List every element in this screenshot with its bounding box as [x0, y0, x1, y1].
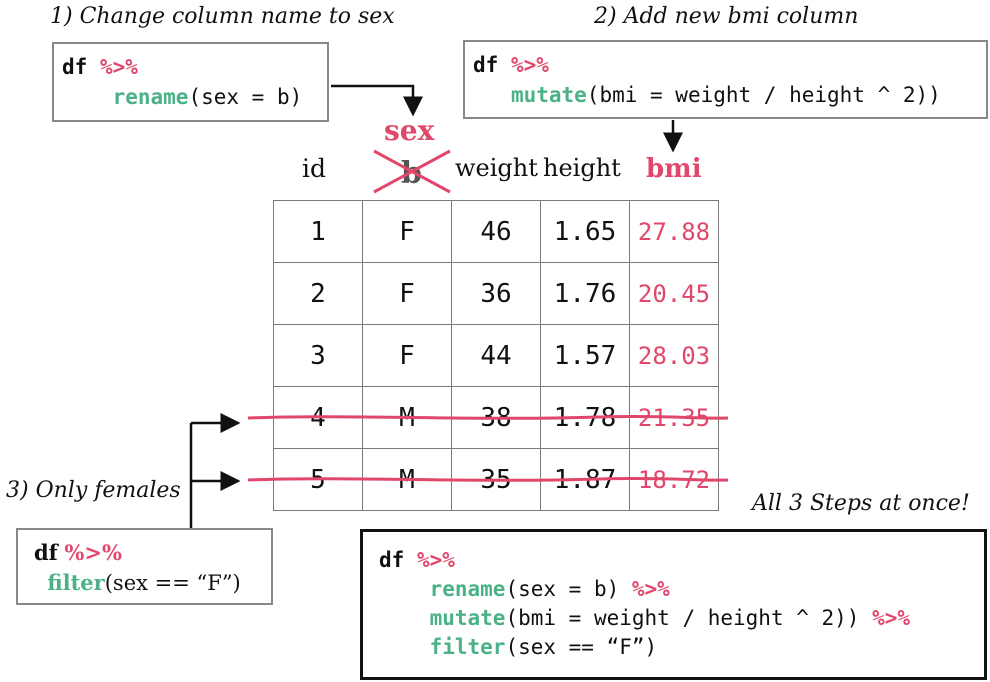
cell-id: 1 — [273, 200, 363, 263]
combined-filter-args: (sex == “F”) — [505, 635, 658, 659]
header-id: id — [302, 154, 326, 183]
step3-args: (sex == “F”) — [104, 571, 241, 595]
step2-code-line2: mutate(bmi = weight / height ^ 2)) — [473, 80, 986, 110]
step1-code-line1: df %>% — [62, 52, 327, 82]
step1-args: (sex = b) — [188, 85, 303, 109]
step2-args: (bmi = weight / height ^ 2)) — [586, 83, 941, 107]
combined-pipe-2: %>% — [631, 577, 670, 601]
combined-rename-fn: rename — [429, 577, 506, 601]
cell-id: 2 — [273, 262, 363, 325]
cell-id: 3 — [273, 324, 363, 387]
step1-df: df — [62, 55, 88, 79]
cell-height: 1.65 — [540, 200, 630, 263]
cell-sex: F — [362, 262, 452, 325]
step1-pipe: %>% — [99, 55, 138, 79]
table-row: 3 F 44 1.57 28.03 — [273, 324, 719, 387]
combined-mutate-args: (bmi = weight / height ^ 2)) — [505, 606, 873, 630]
step2-pipe: %>% — [510, 53, 549, 77]
header-height: height — [543, 154, 621, 182]
combined-pipe-1: %>% — [416, 548, 455, 572]
header-old-b: b — [401, 156, 422, 191]
header-bmi: bmi — [646, 154, 702, 184]
step2-df: df — [473, 53, 499, 77]
combined-caption: All 3 Steps at once! — [752, 491, 970, 516]
row5-strike — [247, 476, 729, 482]
step3-code-line2: filter(sex == “F”) — [34, 568, 271, 598]
combined-filter-fn: filter — [429, 635, 506, 659]
header-new-sex: sex — [384, 114, 435, 147]
combined-mutate-fn: mutate — [429, 606, 506, 630]
step3-pipe: %>% — [64, 540, 122, 565]
step3-df: df — [34, 540, 58, 565]
combined-code-box: df %>% rename(sex = b) %>% mutate(bmi = … — [360, 529, 987, 680]
combined-line2: rename(sex = b) %>% — [379, 575, 984, 604]
row4-strike — [247, 414, 729, 420]
step3-caption: 3) Only females — [6, 478, 181, 503]
cell-weight: 36 — [451, 262, 541, 325]
step2-code-line1: df %>% — [473, 50, 986, 80]
step3-code-line1: df %>% — [34, 538, 271, 568]
cell-bmi: 28.03 — [629, 324, 719, 387]
step3-code-box: df %>% filter(sex == “F”) — [16, 528, 273, 605]
table-row: 2 F 36 1.76 20.45 — [273, 262, 719, 325]
b-cross-out-line-2 — [373, 149, 451, 194]
cell-weight: 46 — [451, 200, 541, 263]
cell-sex: F — [362, 324, 452, 387]
table-row: 1 F 46 1.65 27.88 — [273, 200, 719, 263]
combined-line4: filter(sex == “F”) — [379, 633, 984, 662]
combined-pipe-3: %>% — [872, 606, 911, 630]
combined-rename-args: (sex = b) — [505, 577, 632, 601]
step1-code-box: df %>% rename(sex = b) — [52, 42, 329, 122]
step1-arrow — [331, 84, 423, 117]
step2-fn: mutate — [510, 83, 587, 107]
step1-code-line2: rename(sex = b) — [62, 82, 327, 112]
step1-caption: 1) Change column name to sex — [50, 4, 395, 29]
combined-line1: df %>% — [379, 546, 984, 575]
cell-weight: 44 — [451, 324, 541, 387]
header-weight: weight — [455, 154, 538, 182]
cell-sex: F — [362, 200, 452, 263]
step3-fn: filter — [47, 570, 105, 595]
step2-code-box: df %>% mutate(bmi = weight / height ^ 2)… — [463, 40, 988, 119]
combined-line3: mutate(bmi = weight / height ^ 2)) %>% — [379, 604, 984, 633]
cell-bmi: 20.45 — [629, 262, 719, 325]
cell-height: 1.76 — [540, 262, 630, 325]
step1-fn: rename — [112, 85, 189, 109]
combined-df: df — [379, 548, 405, 572]
step2-caption: 2) Add new bmi column — [594, 4, 859, 29]
